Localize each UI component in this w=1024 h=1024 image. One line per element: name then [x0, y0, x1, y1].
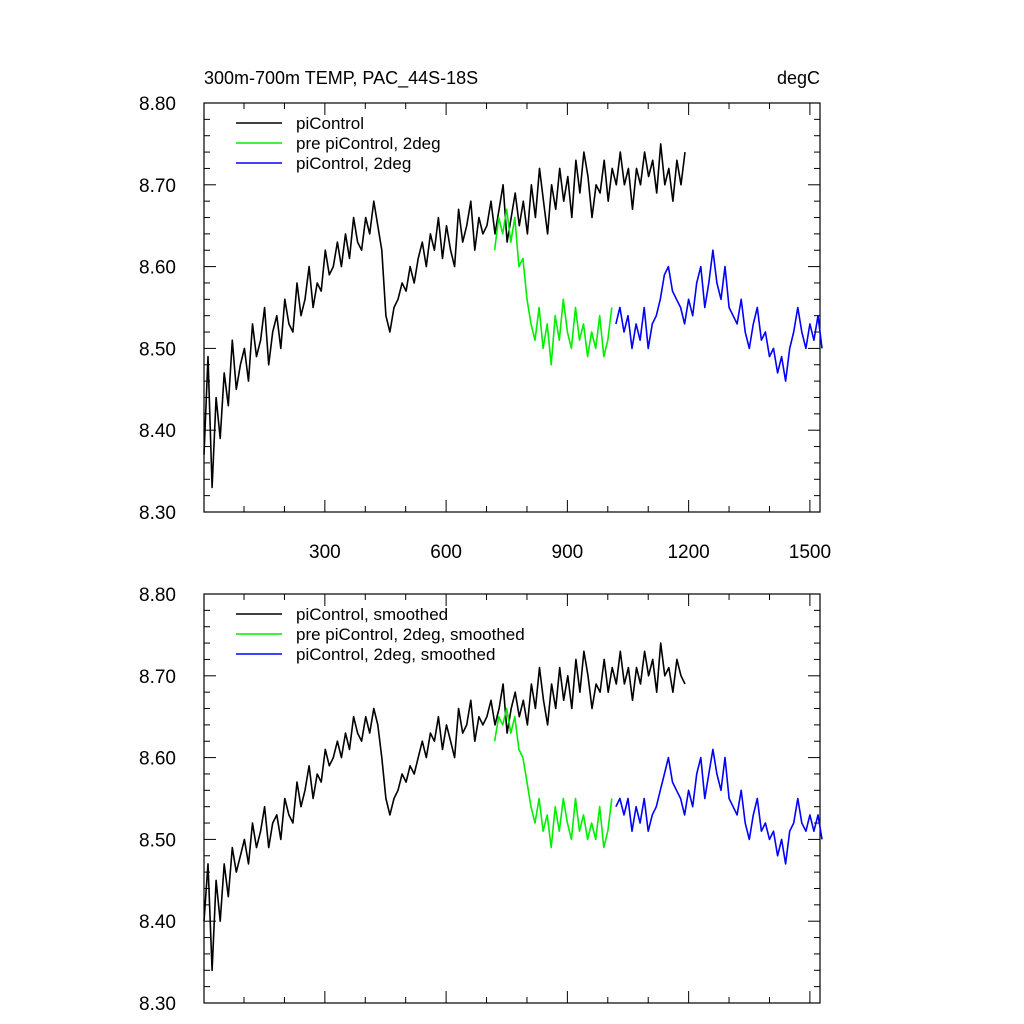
- y-tick-label: 8.30: [139, 503, 176, 524]
- legend-label: piControl, 2deg: [296, 154, 411, 173]
- y-tick-label: 8.80: [139, 94, 176, 115]
- y-tick-label: 8.60: [139, 258, 176, 279]
- legend-label: pre piControl, 2deg, smoothed: [296, 625, 525, 644]
- series-line-3: [615, 249, 823, 382]
- y-tick-label: 8.70: [139, 176, 176, 197]
- x-tick-label: 1500: [789, 542, 831, 563]
- bottom-panel: 8.30 8.40 8.50 8.60 8.70 8.80 piControl, smoot…: [139, 585, 823, 1015]
- y-tick-label: 8.50: [139, 339, 176, 360]
- y-tick-label: 8.50: [139, 830, 176, 851]
- series-line-2: [493, 208, 613, 366]
- legend-label: piControl: [296, 114, 364, 133]
- legend-label: pre piControl, 2deg: [296, 134, 441, 153]
- y-tick-label: 8.40: [139, 421, 176, 442]
- legend-label: piControl, 2deg, smoothed: [296, 645, 495, 664]
- plot-frame: [203, 102, 821, 513]
- x-tick-label: 300: [309, 542, 341, 563]
- x-tick-label: 600: [430, 542, 462, 563]
- x-tick-label: 900: [552, 542, 584, 563]
- y-tick-label: 8.70: [139, 667, 176, 688]
- top-panel: 8.30 8.40 8.50 8.60 8.70 8.80 300 600 900 1200 150…: [139, 94, 831, 563]
- units-label: degC: [777, 68, 820, 88]
- legend-label: piControl, smoothed: [296, 605, 448, 624]
- y-tick-label: 8.30: [139, 994, 176, 1015]
- y-tick-label: 8.60: [139, 749, 176, 770]
- x-tick-label: 1200: [667, 542, 709, 563]
- series-line-1: [203, 642, 686, 972]
- series-line-2: [493, 707, 613, 849]
- series-line-1: [203, 143, 686, 489]
- chart-title: 300m-700m TEMP, PAC_44S-18S: [204, 68, 478, 89]
- y-tick-label: 8.40: [139, 912, 176, 933]
- series-line-3: [615, 748, 823, 865]
- plot-frame: [203, 593, 821, 1004]
- y-tick-label: 8.80: [139, 585, 176, 606]
